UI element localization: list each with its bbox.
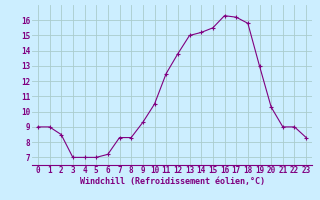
X-axis label: Windchill (Refroidissement éolien,°C): Windchill (Refroidissement éolien,°C): [79, 177, 265, 186]
